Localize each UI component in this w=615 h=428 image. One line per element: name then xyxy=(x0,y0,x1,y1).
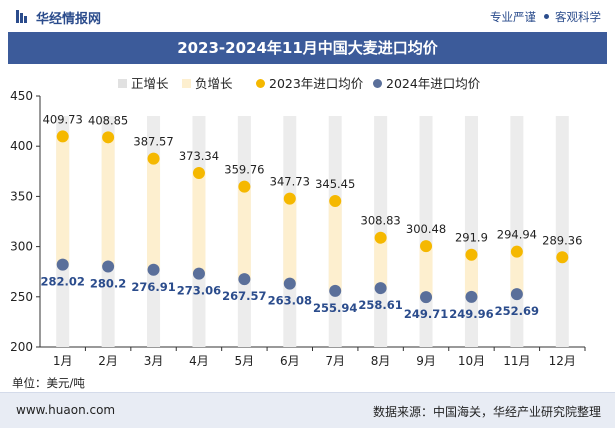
data-label-2023-10: 294.94 xyxy=(497,228,537,242)
x-tick-label-8: 9月 xyxy=(416,354,436,368)
title-bar: 2023-2024年11月中国大麦进口均价 xyxy=(8,32,607,64)
y-tick-label-4: 400 xyxy=(10,139,33,153)
footer-website: www.huaon.com xyxy=(16,403,116,417)
point-2024-2 xyxy=(147,263,160,276)
point-2023-2 xyxy=(147,152,160,165)
y-tick-label-0: 200 xyxy=(10,340,33,354)
point-2024-1 xyxy=(102,260,115,273)
point-2023-6 xyxy=(329,194,342,207)
data-label-2023-11: 289.36 xyxy=(542,233,582,247)
data-label-2023-6: 345.45 xyxy=(315,177,355,191)
data-label-2024-5: 263.08 xyxy=(268,294,312,308)
x-tick-label-4: 5月 xyxy=(235,354,255,368)
point-2023-1 xyxy=(102,131,115,144)
point-2024-8 xyxy=(420,291,433,304)
point-2023-10 xyxy=(510,245,523,258)
change-bar-9 xyxy=(464,254,478,297)
change-bar-8 xyxy=(419,246,433,298)
change-bar-7 xyxy=(374,237,388,289)
x-tick-label-7: 8月 xyxy=(371,354,391,368)
point-2024-5 xyxy=(283,277,296,290)
data-label-2023-7: 308.83 xyxy=(361,214,401,228)
x-tick-label-6: 7月 xyxy=(325,354,345,368)
y-tick-label-1: 250 xyxy=(10,290,33,304)
y-tick-label-5: 450 xyxy=(10,89,33,103)
data-label-2023-1: 408.85 xyxy=(88,113,128,127)
change-bar-1 xyxy=(101,137,115,267)
huajing-logo-icon xyxy=(16,10,27,23)
legend-label-2: 2023年进口均价 xyxy=(269,76,364,91)
data-label-2023-2: 387.57 xyxy=(133,135,173,149)
point-2023-4 xyxy=(238,180,251,193)
brand-name: 华经情报网 xyxy=(36,12,102,27)
bg-bar-7 xyxy=(374,116,388,347)
chart-title: 2023-2024年11月中国大麦进口均价 xyxy=(177,39,438,57)
point-2023-5 xyxy=(283,192,296,205)
unit-note: 单位：美元/吨 xyxy=(12,376,85,390)
x-tick-label-10: 11月 xyxy=(503,354,530,368)
data-label-2024-8: 249.71 xyxy=(404,307,448,321)
footer-source: 数据来源：中国海关，华经产业研究院整理 xyxy=(372,405,601,419)
data-label-2023-3: 373.34 xyxy=(179,149,219,163)
change-bar-4 xyxy=(237,186,251,280)
legend-swatch-3 xyxy=(373,79,382,88)
change-bar-6 xyxy=(328,200,342,291)
point-2023-8 xyxy=(420,240,433,253)
data-label-2023-0: 409.73 xyxy=(43,112,83,126)
x-tick-label-9: 10月 xyxy=(458,354,485,368)
point-2023-7 xyxy=(374,231,387,244)
legend-swatch-1 xyxy=(182,79,191,88)
point-2024-7 xyxy=(374,282,387,295)
slogan-right: 客观科学 xyxy=(555,10,601,24)
change-bar-2 xyxy=(147,158,161,270)
data-label-2023-5: 347.73 xyxy=(270,175,310,189)
y-tick-label-3: 350 xyxy=(10,189,33,203)
legend-label-0: 正增长 xyxy=(131,76,169,91)
legend-label-1: 负增长 xyxy=(195,76,233,91)
data-label-2024-9: 249.96 xyxy=(449,307,493,321)
x-tick-label-3: 4月 xyxy=(189,354,209,368)
slogan: 专业严谨 客观科学 xyxy=(490,9,601,25)
x-tick-label-2: 3月 xyxy=(144,354,164,368)
change-bar-5 xyxy=(283,198,297,284)
data-label-2024-7: 258.61 xyxy=(358,298,402,312)
footer: www.huaon.com 数据来源：中国海关，华经产业研究院整理 xyxy=(0,392,615,428)
point-2024-9 xyxy=(465,290,478,303)
point-2024-6 xyxy=(329,284,342,297)
data-label-2023-8: 300.48 xyxy=(406,222,446,236)
point-2024-3 xyxy=(192,267,205,280)
point-2024-4 xyxy=(238,273,251,286)
point-2023-11 xyxy=(556,251,569,264)
data-label-2023-4: 359.76 xyxy=(224,163,264,177)
data-label-2024-10: 252.69 xyxy=(495,304,539,318)
top-bar: 华经情报网 专业严谨 客观科学 xyxy=(0,0,615,32)
point-2024-0 xyxy=(56,258,69,271)
point-2023-9 xyxy=(465,248,478,261)
data-label-2024-0: 282.02 xyxy=(41,275,85,289)
x-tick-label-0: 1月 xyxy=(53,354,73,368)
x-tick-label-1: 2月 xyxy=(98,354,118,368)
data-label-2024-6: 255.94 xyxy=(313,301,357,315)
change-bar-0 xyxy=(56,136,70,265)
slogan-left: 专业严谨 xyxy=(490,10,536,24)
data-label-2024-3: 273.06 xyxy=(177,284,221,298)
slogan-dot-icon xyxy=(544,14,549,19)
x-tick-label-5: 6月 xyxy=(280,354,300,368)
point-2023-3 xyxy=(192,166,205,179)
y-tick-label-2: 300 xyxy=(10,240,33,254)
data-label-2024-4: 267.57 xyxy=(222,289,266,303)
change-bar-3 xyxy=(192,172,206,274)
data-label-2024-2: 276.91 xyxy=(131,280,175,294)
data-label-2023-9: 291.9 xyxy=(455,231,488,245)
point-2023-0 xyxy=(56,130,69,143)
barley-price-chart: 正增长 负增长 2023年进口均价 2024年进口均价 200 250 300 350 400 4… xyxy=(10,76,586,368)
bg-bar-11 xyxy=(555,116,569,347)
legend-label-3: 2024年进口均价 xyxy=(386,76,481,91)
x-tick-label-11: 12月 xyxy=(549,354,576,368)
change-bar-10 xyxy=(510,251,524,295)
data-label-2024-1: 280.2 xyxy=(90,276,126,290)
point-2024-10 xyxy=(510,288,523,301)
legend-swatch-0 xyxy=(118,79,127,88)
legend-swatch-2 xyxy=(256,79,265,88)
